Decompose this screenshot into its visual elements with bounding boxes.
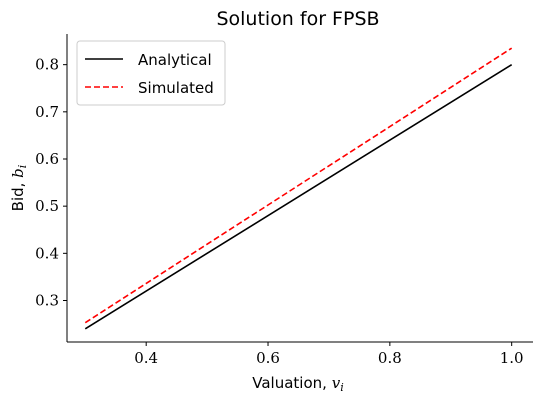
y-tick-label: 0.5 xyxy=(35,197,59,215)
legend-label-simulated: Simulated xyxy=(138,79,214,97)
y-tick-label: 0.8 xyxy=(35,56,59,74)
x-tick-label: 1.0 xyxy=(500,349,524,367)
x-axis-label-text: Valuation, xyxy=(252,374,331,392)
x-tick-label: 0.6 xyxy=(256,349,280,367)
y-ticks: 0.3 0.4 0.5 0.6 0.7 0.8 xyxy=(35,56,67,309)
plot-area xyxy=(84,47,513,330)
legend: Analytical Simulated xyxy=(76,40,226,106)
y-axis-label-sub: i xyxy=(16,165,29,169)
legend-label-analytical: Analytical xyxy=(138,51,212,69)
legend-box xyxy=(76,40,226,106)
y-tick-label: 0.4 xyxy=(35,244,59,262)
x-tick-label: 0.4 xyxy=(134,349,158,367)
y-tick-label: 0.3 xyxy=(35,291,59,309)
y-axis-label-text: Bid, xyxy=(9,178,27,212)
series-line-simulated xyxy=(84,47,513,324)
x-axis-label-var: v xyxy=(332,374,341,392)
x-axis-label-sub: i xyxy=(340,381,344,394)
chart-title: Solution for FPSB xyxy=(216,8,379,30)
x-ticks: 0.4 0.6 0.8 1.0 xyxy=(134,342,524,367)
series-line-analytical xyxy=(84,63,513,330)
y-axis-label: Bid, bi xyxy=(9,165,29,212)
x-tick-label: 0.8 xyxy=(378,349,402,367)
x-axis-label: Valuation, vi xyxy=(252,374,343,394)
y-tick-label: 0.6 xyxy=(35,150,59,168)
y-tick-label: 0.7 xyxy=(35,103,59,121)
y-axis-label-var: b xyxy=(9,168,27,178)
